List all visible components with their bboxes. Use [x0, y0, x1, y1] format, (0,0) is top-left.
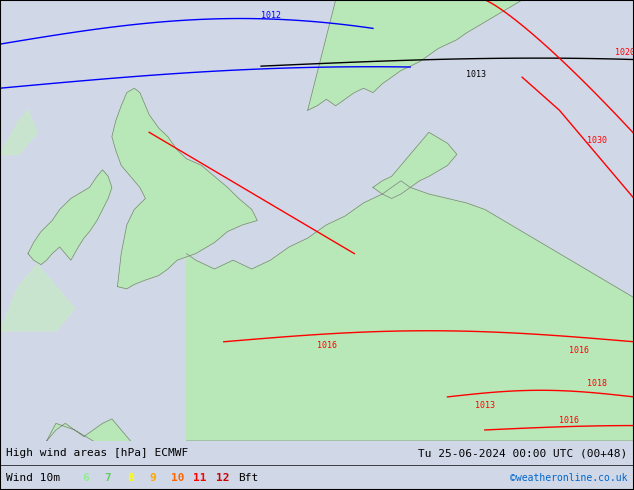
Text: 7: 7: [105, 473, 112, 483]
Text: 6: 6: [82, 473, 89, 483]
Text: 1012: 1012: [261, 11, 281, 20]
Text: 1030: 1030: [587, 136, 607, 146]
Polygon shape: [186, 181, 634, 441]
Text: 1016: 1016: [559, 416, 579, 425]
Polygon shape: [373, 132, 457, 198]
Polygon shape: [112, 88, 257, 289]
Polygon shape: [47, 419, 280, 490]
Text: ©weatheronline.co.uk: ©weatheronline.co.uk: [510, 473, 628, 483]
Text: 1013: 1013: [476, 401, 496, 410]
Text: High wind areas [hPa] ECMWF: High wind areas [hPa] ECMWF: [6, 448, 188, 458]
Polygon shape: [307, 0, 634, 110]
Text: 9: 9: [149, 473, 156, 483]
Polygon shape: [0, 110, 37, 154]
Text: 1018: 1018: [587, 379, 607, 388]
Text: 10: 10: [171, 473, 184, 483]
Text: Bft: Bft: [238, 473, 258, 483]
Polygon shape: [0, 265, 75, 331]
Text: 11: 11: [193, 473, 207, 483]
Text: Tu 25-06-2024 00:00 UTC (00+48): Tu 25-06-2024 00:00 UTC (00+48): [418, 448, 628, 458]
Text: 1013: 1013: [466, 70, 486, 79]
Text: 1016: 1016: [317, 342, 337, 350]
Text: 8: 8: [127, 473, 134, 483]
Text: 12: 12: [216, 473, 229, 483]
Text: Wind 10m: Wind 10m: [6, 473, 60, 483]
Text: 1016: 1016: [569, 346, 589, 355]
Text: 1020: 1020: [616, 48, 634, 57]
Polygon shape: [28, 170, 112, 265]
